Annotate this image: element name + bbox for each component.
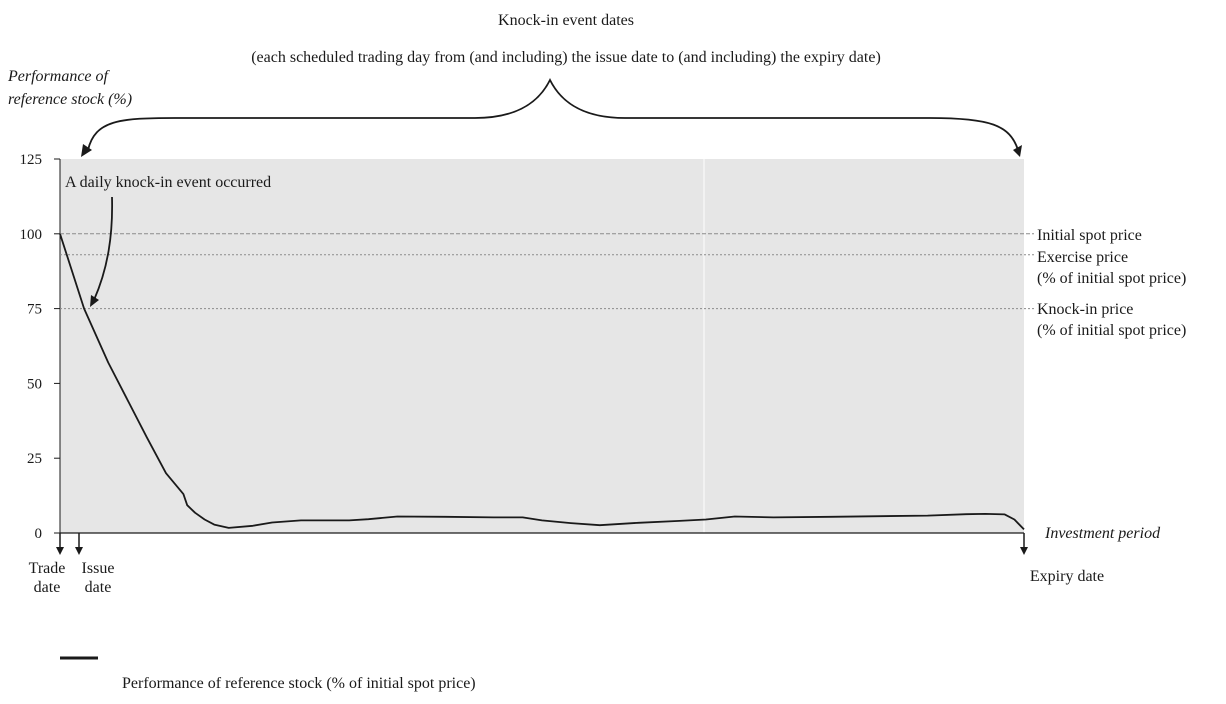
y-tick-label: 50 [27,376,42,392]
knock-in-event-label: A daily knock-in event occurred [65,174,271,191]
issue-date-label-line2: date [85,579,112,596]
reference-label-exercise-price: (% of initial spot price) [1037,270,1186,287]
y-tick-label: 0 [35,526,43,542]
brace-title: Knock-in event dates [498,12,634,29]
x-axis-label: Investment period [1044,525,1161,542]
trade-date-arrowhead [56,547,64,555]
y-tick-label: 25 [27,451,42,467]
y-axis-label-line2: reference stock (%) [8,91,132,108]
brace-right-arrowhead [1013,145,1022,157]
reference-label-knock-in-price: Knock-in price [1037,301,1133,318]
brace-left-arrowhead [81,144,92,157]
plot-area [60,159,1024,533]
reference-label-knock-in-price: (% of initial spot price) [1037,322,1186,339]
trade-date-label-line2: date [34,579,61,596]
reference-label-initial-spot-price: Initial spot price [1037,227,1142,244]
expiry-date-label: Expiry date [1030,568,1104,585]
knock-in-event-arrow [93,196,114,301]
y-axis-label-line1: Performance of [7,68,111,85]
knock-in-event-arrowhead [90,295,99,307]
y-tick-label: 75 [27,302,42,318]
y-tick-label: 100 [20,227,43,243]
reference-label-exercise-price: Exercise price [1037,249,1128,266]
trade-date-label-line1: Trade [29,560,66,577]
y-tick-label: 125 [20,152,43,168]
brace-subtitle: (each scheduled trading day from (and in… [251,49,881,66]
issue-date-label-line1: Issue [82,560,115,577]
issue-date-arrowhead [75,547,83,555]
brace-shape [87,77,1019,151]
legend-label: Performance of reference stock (% of ini… [122,675,476,692]
expiry-date-arrowhead [1020,547,1028,555]
series-line-performance [59,233,1025,531]
